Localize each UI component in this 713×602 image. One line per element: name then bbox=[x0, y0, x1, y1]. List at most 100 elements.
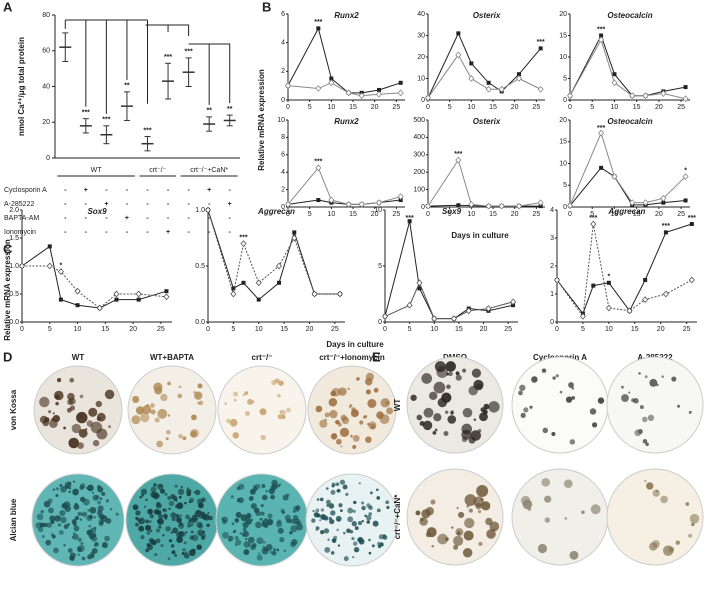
row-label: Alcian blue bbox=[9, 498, 18, 541]
point bbox=[579, 312, 586, 320]
y-tick-label: 4 bbox=[281, 40, 285, 47]
nodule bbox=[671, 376, 677, 382]
nodule bbox=[177, 393, 183, 399]
nodule bbox=[250, 503, 257, 510]
nodule bbox=[80, 415, 84, 418]
nodule bbox=[430, 499, 436, 505]
nodule bbox=[266, 518, 274, 526]
point bbox=[328, 79, 335, 87]
point bbox=[406, 301, 413, 309]
point bbox=[375, 90, 383, 98]
culture-plate bbox=[406, 468, 504, 566]
nodule bbox=[338, 503, 343, 508]
point bbox=[450, 315, 457, 323]
chart-title: Runx2 bbox=[334, 117, 359, 126]
y-tick-label: 1.5 bbox=[9, 235, 19, 242]
nodule bbox=[185, 514, 190, 520]
nodule bbox=[174, 554, 178, 557]
y-tick-label: 0 bbox=[378, 319, 382, 326]
nodule bbox=[261, 520, 264, 523]
chart-title: Osteocalcin bbox=[607, 11, 652, 20]
nodule bbox=[222, 519, 227, 525]
point bbox=[553, 276, 561, 284]
point bbox=[407, 219, 412, 224]
nodule bbox=[478, 541, 483, 547]
nodule bbox=[132, 395, 140, 403]
nodule bbox=[186, 491, 192, 497]
point bbox=[456, 31, 461, 36]
point bbox=[397, 193, 404, 200]
nodule bbox=[170, 531, 173, 534]
chart-title: Runx2 bbox=[334, 11, 359, 20]
x-tick-label: 25 bbox=[157, 326, 165, 333]
nodule bbox=[327, 538, 330, 541]
y-tick-label: 10 bbox=[559, 54, 567, 61]
point bbox=[663, 230, 668, 235]
nodule bbox=[335, 482, 340, 486]
y-tick-label: 0 bbox=[421, 97, 425, 104]
nodule bbox=[97, 486, 104, 493]
nodule bbox=[422, 420, 433, 431]
point bbox=[256, 297, 261, 302]
point bbox=[345, 200, 352, 208]
nodule bbox=[86, 420, 94, 427]
nodule bbox=[569, 439, 576, 445]
nodule bbox=[145, 498, 148, 502]
nodule bbox=[243, 549, 250, 556]
y-tick-label: 100 bbox=[413, 186, 425, 193]
point bbox=[345, 89, 352, 97]
nodule bbox=[373, 387, 379, 393]
nodule bbox=[190, 430, 197, 438]
treatment-mark: - bbox=[167, 215, 170, 222]
x-tick-label: 5 bbox=[590, 211, 594, 218]
series-line bbox=[427, 32, 542, 99]
culture-plate bbox=[606, 356, 704, 454]
nodule bbox=[77, 537, 82, 542]
nodule bbox=[200, 533, 206, 539]
nodule bbox=[386, 505, 390, 510]
nodule bbox=[140, 535, 145, 540]
nodule bbox=[162, 508, 168, 513]
x-tick-label: 25 bbox=[532, 211, 540, 218]
nodule bbox=[47, 498, 53, 504]
nodule bbox=[357, 537, 362, 543]
nodule bbox=[68, 437, 80, 449]
nodule bbox=[178, 385, 182, 389]
point bbox=[336, 290, 343, 298]
nodule bbox=[87, 508, 90, 512]
x-tick-label: 20 bbox=[511, 104, 519, 111]
nodule bbox=[263, 546, 269, 552]
nodule bbox=[242, 527, 247, 532]
nodule bbox=[167, 496, 171, 500]
treatment-mark: - bbox=[167, 201, 170, 208]
y-tick-label: 0 bbox=[46, 155, 50, 162]
point bbox=[75, 303, 80, 308]
nodule bbox=[338, 387, 347, 396]
x-tick-label: 0 bbox=[20, 326, 24, 333]
nodule bbox=[365, 389, 371, 395]
nodule bbox=[455, 371, 460, 376]
point bbox=[591, 283, 596, 288]
nodule bbox=[81, 511, 88, 517]
nodule bbox=[88, 524, 92, 528]
nodule bbox=[675, 540, 680, 545]
nodule bbox=[522, 499, 533, 510]
point bbox=[498, 202, 505, 210]
nodule bbox=[69, 377, 75, 383]
nodule bbox=[103, 515, 107, 518]
nodule bbox=[256, 554, 263, 561]
nodule bbox=[247, 514, 251, 518]
nodule bbox=[72, 533, 79, 540]
point bbox=[417, 286, 422, 291]
treatment-mark: - bbox=[187, 215, 190, 222]
nodule bbox=[81, 556, 86, 561]
nodule bbox=[131, 415, 141, 425]
nodule bbox=[154, 417, 160, 423]
nodule bbox=[135, 406, 145, 415]
x-tick-label: 5 bbox=[448, 211, 452, 218]
nodule bbox=[316, 498, 320, 501]
significance: * bbox=[684, 167, 687, 174]
nodule bbox=[568, 382, 574, 388]
nodule bbox=[57, 523, 62, 527]
nodule bbox=[319, 419, 328, 428]
